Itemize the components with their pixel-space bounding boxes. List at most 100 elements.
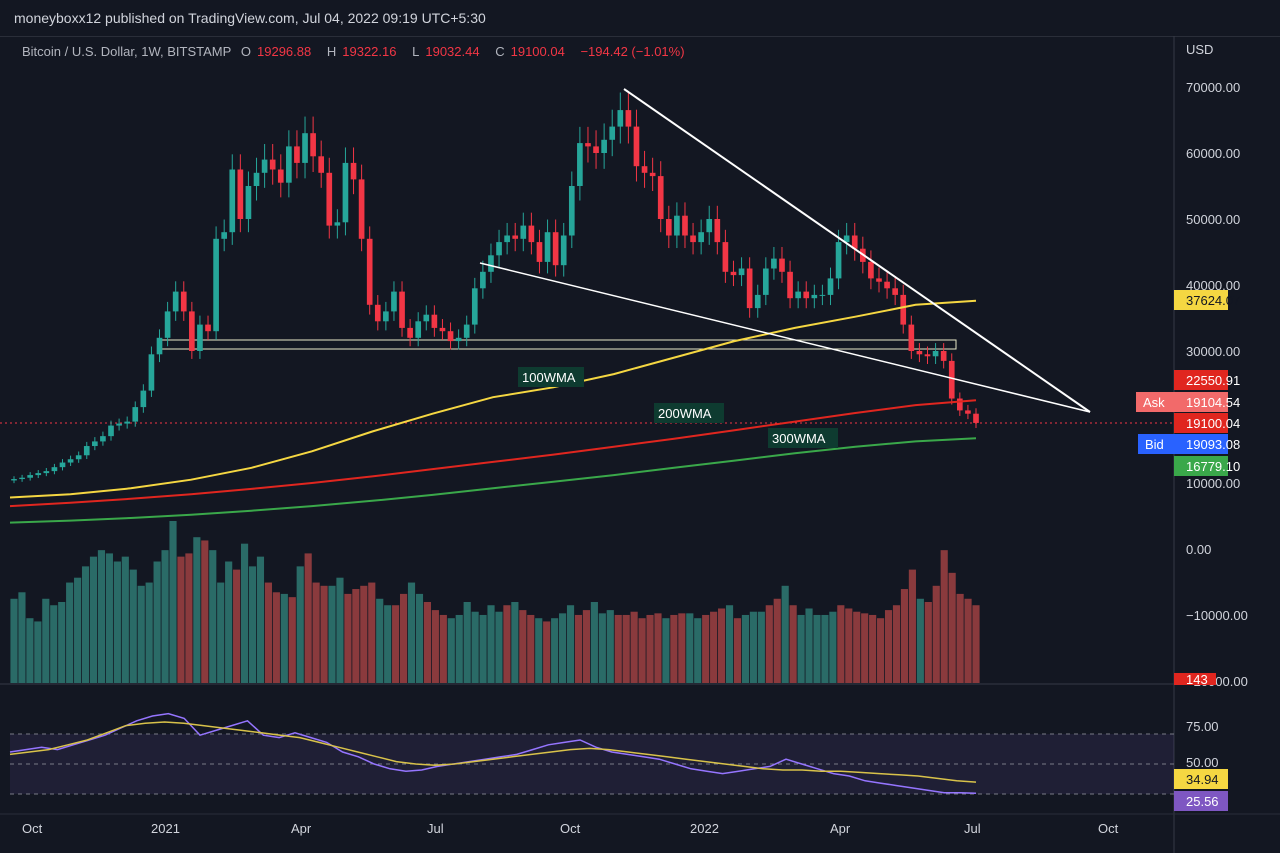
x-tick: Oct: [22, 821, 43, 836]
candle-up: [100, 436, 106, 442]
volume-bar: [877, 618, 885, 683]
volume-bar: [964, 598, 972, 683]
candle-down: [237, 169, 244, 219]
y-tick: 70000.00: [1186, 80, 1240, 95]
volume-bar: [264, 582, 272, 683]
wma300-tag-bg: [1174, 456, 1228, 476]
rsi-band: [10, 734, 1174, 794]
candle-up: [932, 351, 939, 357]
wma100-tag: 37624.07: [1186, 293, 1240, 308]
candle-up: [27, 475, 33, 478]
volume-bar: [630, 611, 638, 683]
volume-bar: [272, 592, 280, 683]
volume-bar: [813, 614, 821, 683]
candle-up: [480, 271, 486, 289]
volume-bar: [972, 605, 980, 683]
wma300-label: 300WMA: [772, 431, 826, 446]
volume-bar: [638, 618, 646, 683]
candle-up: [43, 471, 50, 474]
x-tick: Jul: [427, 821, 444, 836]
volume-bar: [598, 613, 606, 683]
candle-up: [496, 242, 502, 256]
candle-up: [754, 294, 761, 309]
candle-down: [366, 238, 373, 305]
volume-bar: [559, 613, 567, 683]
volume-bar: [797, 614, 805, 683]
volume-bar: [344, 593, 352, 683]
volume-bar: [74, 577, 82, 683]
rsi-ma-tag-bg: [1174, 769, 1228, 789]
candle-down: [512, 235, 519, 239]
y-tick: 50000.00: [1186, 212, 1240, 227]
volume-bar: [829, 611, 837, 683]
candle-down: [787, 271, 793, 299]
candle-down: [908, 324, 915, 351]
candle-down: [973, 413, 979, 423]
volume-bar: [463, 602, 471, 683]
volume-bar: [519, 610, 527, 683]
candle-down: [277, 169, 284, 183]
candle-down: [439, 327, 446, 332]
candles: [11, 92, 979, 484]
volume-bar: [153, 561, 161, 683]
low-label: L: [412, 44, 420, 59]
candle-up: [617, 110, 624, 127]
volume-bar: [900, 589, 909, 683]
candle-up: [342, 162, 349, 223]
volume-bar: [757, 611, 765, 683]
volume-bar: [566, 605, 575, 683]
volume-bar: [837, 605, 845, 683]
candle-down: [399, 291, 405, 328]
change-value: −194.42 (−1.01%): [580, 44, 685, 59]
volume-bar: [320, 585, 328, 683]
candle-down: [730, 271, 737, 276]
volume-bar: [853, 611, 861, 683]
candle-up: [383, 311, 389, 322]
volume-bar: [479, 614, 487, 683]
trendline-lower: [479, 262, 1091, 413]
candle-up: [132, 407, 139, 422]
candle-up: [334, 222, 341, 226]
volume-bar: [773, 598, 781, 683]
volume-bar: [471, 611, 479, 683]
volume-bar: [710, 611, 718, 683]
x-tick: Jul: [964, 821, 981, 836]
volume-bar: [678, 613, 686, 683]
candle-up: [261, 159, 268, 173]
volume-bar: [765, 605, 773, 683]
volume-bar: [336, 577, 344, 683]
volume-bar: [503, 605, 511, 683]
volume-bar: [193, 537, 201, 683]
candle-up: [221, 232, 228, 239]
candle-up: [504, 235, 510, 243]
x-tick: Apr: [291, 821, 312, 836]
volume-bar: [535, 618, 543, 683]
candle-down: [552, 232, 559, 266]
candle-down: [892, 288, 898, 295]
volume-bar: [384, 605, 392, 683]
volume-bar: [352, 589, 360, 683]
wma100-tag-bg: [1174, 290, 1228, 310]
candle-down: [657, 176, 664, 219]
candle-up: [83, 446, 90, 456]
ask-label: Ask: [1143, 395, 1165, 410]
volume-bar: [749, 611, 757, 683]
symbol-title: Bitcoin / U.S. Dollar, 1W, BITSTAMP: [22, 44, 232, 59]
candle-down: [665, 219, 672, 236]
ask-value: 19104.54: [1186, 395, 1240, 410]
rsi-ma-line: [9, 721, 977, 783]
candle-up: [245, 186, 252, 219]
wma200-label: 200WMA: [658, 406, 712, 421]
volume-tag: 143: [1186, 672, 1208, 687]
moving-averages: [9, 299, 977, 524]
candle-up: [738, 268, 745, 276]
volume-bar: [956, 593, 964, 683]
candle-down: [350, 162, 357, 180]
volume-bar: [392, 605, 400, 683]
candle-up: [140, 390, 147, 408]
volume-bar: [280, 593, 288, 683]
y-tick: 40000.00: [1186, 278, 1240, 293]
volume-bar: [940, 550, 948, 683]
volume-bar: [447, 618, 455, 683]
